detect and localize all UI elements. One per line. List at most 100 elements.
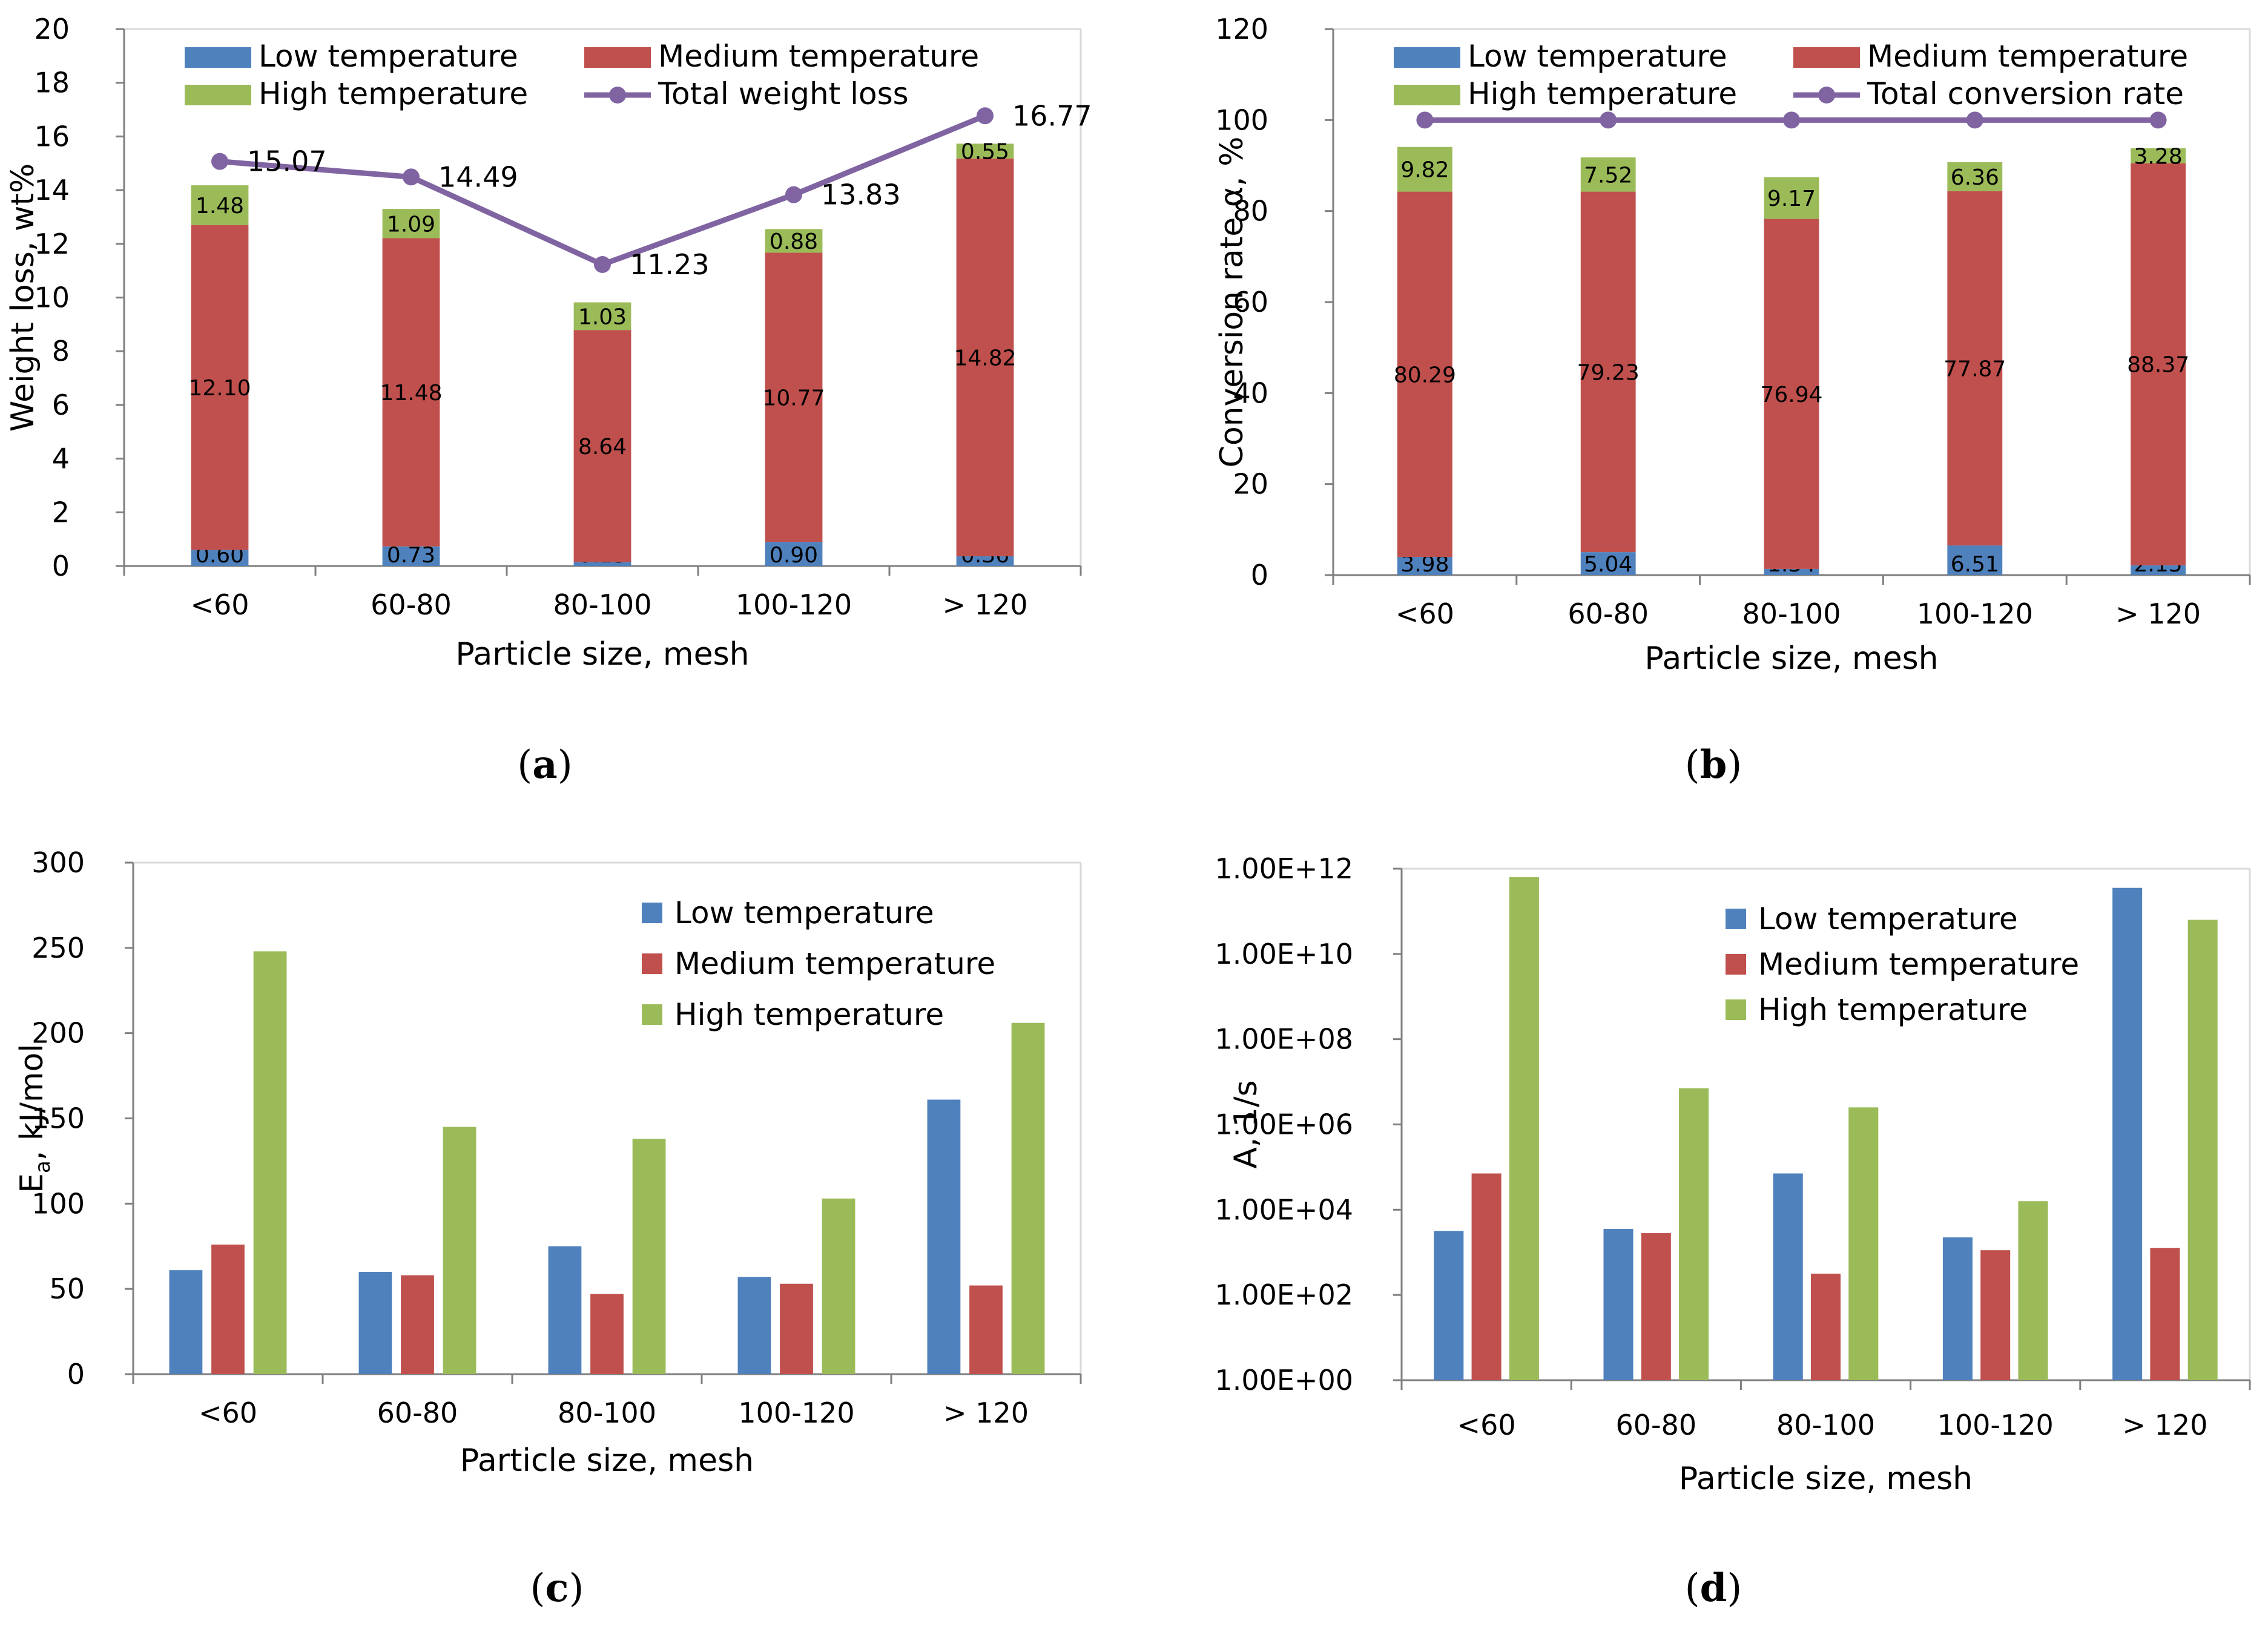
panel-b-x-axis-title: Particle size, mesh <box>1644 640 1938 677</box>
panel-d-y-axis-title: A, 1/s <box>1228 1080 1264 1168</box>
panel-a-legend-swatch-high <box>185 85 251 105</box>
panel-a-chart: 0 2 4 6 8 10 12 14 16 18 20 <60 60-80 80-100 100-120 > … <box>5 13 1092 788</box>
panel-d-legend-label-medium: Medium temperature <box>1758 947 2079 982</box>
panel-b-line-point-3 <box>1966 111 1983 129</box>
panel-d-chart: 1.00E+00 1.00E+02 1.00E+04 1.00E+06 1.00E+08… <box>1215 852 2251 1611</box>
panel-d-x-tick-label: 80-100 <box>1776 1409 1875 1441</box>
panel-a-y-tick-label: 16 <box>34 120 70 153</box>
panel-a-line-point-1 <box>403 168 420 186</box>
panel-d-bar-2-0 <box>1509 877 1539 1380</box>
panel-a-data-label-1-0: 12.10 <box>188 376 251 401</box>
panel-d-x-tick-label: 100-120 <box>1937 1409 2054 1441</box>
panel-c-bar-2-3 <box>822 1198 855 1374</box>
panel-c-y-tick-label: 150 <box>31 1102 85 1135</box>
panel-d-legend-swatch-low <box>1726 909 1746 929</box>
panel-c-y-axis-title: Ea, kJ/mol <box>14 1044 55 1193</box>
panel-a-bar-0-0 <box>191 550 249 566</box>
panel-b-data-label-0-1: 5.04 <box>1584 552 1632 577</box>
panel-c-bar-2-2 <box>632 1139 666 1374</box>
panel-d-bar-2-4 <box>2187 920 2218 1380</box>
panel-a-legend-swatch-low <box>185 47 251 68</box>
panel-a-x-axis-title: Particle size, mesh <box>455 636 749 673</box>
panel-d-bar-0-4 <box>2112 887 2143 1380</box>
panel-a-legend-label-high: High temperature <box>259 76 528 111</box>
panel-c-legend-label-high: High temperature <box>674 997 944 1032</box>
panel-a-bar-1-0 <box>191 225 249 550</box>
panel-b-bar-2-4 <box>2131 148 2186 163</box>
panel-d-bar-0-1 <box>1603 1229 1633 1380</box>
panel-d-y-tick-label: 1.00E+06 <box>1215 1108 1353 1141</box>
panel-b-legend-label-high: High temperature <box>1468 76 1737 111</box>
panel-a-line-label-2: 11.23 <box>630 248 710 281</box>
panel-b-bar-0-3 <box>1947 545 2003 575</box>
panel-a-y-tick-label: 6 <box>52 389 70 421</box>
panel-b-y-tick-label: 0 <box>1251 559 1268 591</box>
panel-b-caption: (b) <box>1685 742 1742 788</box>
panel-a-line-point-4 <box>977 107 994 125</box>
panel-d-legend-label-high: High temperature <box>1758 992 2028 1027</box>
panel-a-bar-2-2 <box>573 302 631 331</box>
panel-a-x-tick-label: <60 <box>190 588 249 621</box>
panel-b-bar-2-2 <box>1764 177 1819 219</box>
panel-a-bar-1-3 <box>765 252 823 542</box>
panel-d-bar-1-0 <box>1471 1173 1502 1380</box>
panel-b-bar-2-1 <box>1580 157 1636 192</box>
panel-b-bar-0-1 <box>1580 552 1636 575</box>
panel-b-legend-label-line: Total conversion rate <box>1867 76 2184 111</box>
panel-b-legend-label-medium: Medium temperature <box>1867 39 2188 74</box>
panel-a-line-label-4: 16.77 <box>1012 99 1092 132</box>
panel-c-bar-0-1 <box>358 1272 392 1374</box>
panel-a-legend-label-medium: Medium temperature <box>658 39 979 74</box>
panel-b-x-tick-label: <60 <box>1396 597 1454 630</box>
panel-b-x-tick-label: 80-100 <box>1742 597 1841 630</box>
panel-c-bar-0-2 <box>548 1246 582 1374</box>
panel-d-bar-1-2 <box>1810 1273 1841 1380</box>
panel-b-y-axis-title: Conversion rate α, % <box>1214 137 1250 468</box>
panel-b-legend-swatch-medium <box>1793 47 1860 68</box>
panel-c-x-tick-label: 100-120 <box>738 1397 854 1429</box>
panel-d-bar-1-1 <box>1641 1233 1671 1380</box>
panel-d-x-tick-label: > 120 <box>2122 1409 2207 1441</box>
panel-a-line-point-0 <box>211 153 228 170</box>
panel-a-bar-1-4 <box>956 158 1014 557</box>
panel-b-bar-2-0 <box>1397 146 1452 192</box>
panel-b-x-tick-label: 60-80 <box>1567 597 1649 630</box>
panel-a-data-label-2-4: 0.55 <box>961 140 1009 165</box>
panel-d-bar-2-2 <box>1848 1107 1879 1380</box>
panel-a-caption: (a) <box>517 742 572 788</box>
panel-b-data-label-2-2: 9.17 <box>1767 186 1816 211</box>
panel-b-y-tick-label: 40 <box>1233 377 1268 409</box>
panel-a-data-label-2-1: 1.09 <box>387 212 435 237</box>
panel-c-x-tick-label: > 120 <box>943 1397 1029 1429</box>
panel-a-data-label-1-1: 11.48 <box>380 381 442 406</box>
panel-b-y-tick-label: 20 <box>1233 468 1268 501</box>
panel-b-x-tick-label: > 120 <box>2115 597 2201 630</box>
panel-a-data-label-2-2: 1.03 <box>578 304 627 329</box>
panel-c-legend-label-medium: Medium temperature <box>674 946 995 981</box>
panel-b-line-point-2 <box>1783 111 1800 129</box>
panel-b-bar-1-4 <box>2131 163 2186 565</box>
panel-d-bar-1-3 <box>1980 1250 2011 1380</box>
panel-d-y-tick-label: 1.00E+00 <box>1215 1364 1353 1397</box>
panel-d-caption: (d) <box>1685 1565 1742 1611</box>
panel-a-bar-2-4 <box>956 143 1014 159</box>
panel-b-data-label-1-2: 76.94 <box>1760 383 1822 407</box>
panel-a-line-label-3: 13.83 <box>821 179 901 211</box>
panel-a-line-point-2 <box>594 255 611 273</box>
panel-b-bar-0-0 <box>1397 557 1452 575</box>
panel-a-bar-0-2 <box>573 562 631 566</box>
panel-b-bar-0-4 <box>2131 565 2186 575</box>
panel-d-x-tick-label: <60 <box>1457 1409 1516 1441</box>
panel-a-y-tick-label: 2 <box>52 496 70 528</box>
panel-b-bar-1-3 <box>1947 191 2003 546</box>
panel-d-bar-0-0 <box>1434 1231 1464 1380</box>
panel-a-legend-marker <box>609 87 626 104</box>
panel-c-caption: (c) <box>530 1565 584 1611</box>
panel-c-chart: 0 50 100 150 200 250 300 <60 60-80 80-100 100-120 >… <box>14 846 1082 1611</box>
panel-a-data-label-1-3: 10.77 <box>762 386 825 410</box>
panel-b-line-point-4 <box>2149 111 2167 129</box>
panel-a-line-label-0: 15.07 <box>247 145 327 178</box>
panel-c-y-tick-label: 100 <box>31 1187 85 1220</box>
panel-c-bar-2-4 <box>1011 1022 1045 1374</box>
panel-a-data-label-2-0: 1.48 <box>196 194 244 219</box>
